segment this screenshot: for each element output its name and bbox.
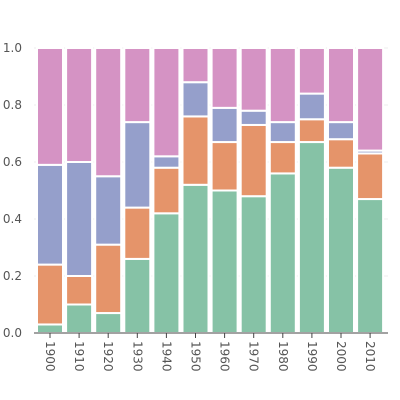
bar-group-2000	[327, 47, 355, 334]
bar-segment-s2-1920	[94, 243, 123, 315]
x-tick-label: 1940	[159, 341, 173, 372]
x-tick-label: 1980	[276, 341, 290, 372]
axes	[34, 332, 388, 338]
bar-segment-s1-2010	[356, 198, 385, 334]
x-tick-label: 1990	[305, 341, 319, 372]
bar-segment-s1-1970	[239, 195, 268, 334]
y-tick-label: 1.0	[3, 41, 22, 55]
y-tick-label: 0.0	[3, 326, 22, 340]
x-tick-label: 1920	[101, 341, 115, 372]
x-tick-label: 1930	[130, 341, 144, 372]
x-tick-labels: 1900 1910 1920 1930 1940 1950 1960 1970 1980 1990…	[43, 341, 377, 372]
y-tick-label: 0.2	[3, 269, 22, 283]
bar-segment-s4-1940	[152, 47, 181, 158]
bar-segment-s2-1930	[123, 206, 152, 260]
bar-group-1990	[297, 47, 326, 334]
bar-segment-s2-1950	[181, 115, 210, 186]
bar-segment-s2-1970	[239, 123, 268, 198]
bar-segment-s3-1960	[210, 106, 239, 144]
x-tick-label: 1950	[189, 341, 203, 372]
bar-segment-s1-1950	[181, 183, 210, 334]
bar-segment-s3-1990	[297, 92, 326, 121]
bar-segment-s2-2000	[327, 138, 355, 169]
bar-segment-s2-1900	[36, 263, 64, 326]
bar-group-2010	[356, 47, 385, 334]
bar-group-1910	[65, 47, 94, 334]
bar-group-1960	[210, 47, 239, 334]
bar-segment-s1-1940	[152, 212, 181, 334]
bar-group-1950	[181, 47, 210, 334]
bar-segment-s3-1920	[94, 175, 123, 246]
bar-segment-s2-1990	[297, 118, 326, 144]
bar-segment-s1-1900	[36, 323, 64, 335]
bar-segment-s2-1980	[268, 141, 297, 175]
bar-group-1900	[36, 47, 64, 335]
x-tick-label: 1900	[43, 341, 57, 372]
bar-group-1940	[152, 47, 181, 334]
bar-segment-s4-1930	[123, 47, 152, 124]
bar-segment-s4-1920	[94, 47, 123, 178]
bar-segment-s1-1980	[268, 172, 297, 334]
bar-segment-s4-1960	[210, 47, 239, 109]
y-tick-label: 0.8	[3, 98, 22, 112]
bar-segment-s1-1910	[65, 303, 94, 334]
bar-segment-s2-1910	[65, 275, 94, 306]
bar-segment-s4-1990	[297, 47, 326, 95]
bar-segment-s2-1940	[152, 166, 181, 215]
bar-segment-s1-1990	[297, 141, 326, 334]
x-tick-label: 1960	[218, 341, 232, 372]
bar-segment-s3-1900	[36, 163, 64, 266]
bar-group-1970	[239, 47, 268, 334]
bar-segment-s2-1960	[210, 141, 239, 192]
y-tick-label: 0.6	[3, 155, 22, 169]
x-tick-label: 1970	[247, 341, 261, 372]
bar-segment-s4-1900	[36, 47, 64, 166]
bar-segment-s4-1970	[239, 47, 268, 112]
bar-segment-s4-1950	[181, 47, 210, 84]
bars	[36, 47, 385, 335]
bar-group-1930	[123, 47, 152, 334]
y-tick-label: 0.4	[3, 212, 22, 226]
bar-group-1980	[268, 47, 297, 334]
bar-segment-s2-2010	[356, 152, 385, 201]
bar-segment-s3-2000	[327, 121, 355, 141]
bar-segment-s4-2000	[327, 47, 355, 124]
bar-segment-s1-1930	[123, 257, 152, 334]
bar-segment-s3-1930	[123, 121, 152, 209]
bar-segment-s4-1980	[268, 47, 297, 124]
bar-group-1920	[94, 47, 123, 334]
bar-segment-s1-2000	[327, 166, 355, 334]
x-tick-label: 2010	[363, 341, 377, 372]
x-tick-label: 2000	[334, 341, 348, 372]
bar-segment-s3-1950	[181, 81, 210, 118]
y-tick-labels: 0.0 0.2 0.4 0.6 0.8 1.0	[3, 41, 22, 340]
bar-segment-s4-2010	[356, 47, 385, 152]
bar-segment-s1-1960	[210, 189, 239, 334]
bar-segment-s3-1980	[268, 121, 297, 144]
x-tick-label: 1910	[72, 341, 86, 372]
bar-segment-s3-1970	[239, 109, 268, 126]
bar-segment-s3-1940	[152, 155, 181, 169]
bar-segment-s1-1920	[94, 312, 123, 334]
bar-segment-s3-1910	[65, 161, 94, 277]
bar-segment-s4-1910	[65, 47, 94, 163]
